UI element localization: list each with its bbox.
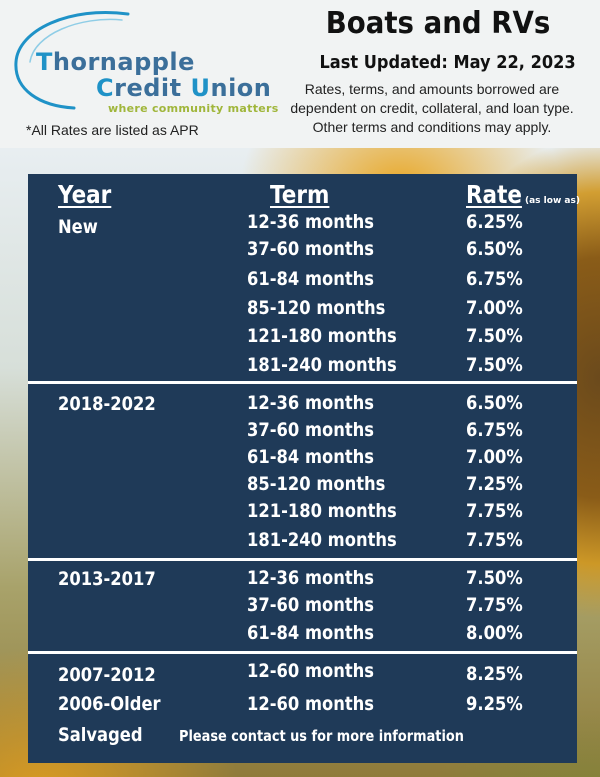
rate-cell: 7.00% [466,297,523,319]
apr-note: *All Rates are listed as APR [26,122,199,138]
rate-cell: 6.50% [466,238,523,260]
term-cell: 12-36 months [247,567,375,589]
rate-cell: 7.25% [466,473,523,495]
term-cell: 37-60 months [247,419,375,441]
year-label: 2013-2017 [58,568,156,590]
rate-cell: 7.75% [466,594,523,616]
column-header-term: Term [270,180,330,209]
group-divider [28,651,577,654]
header: Thornapple Credit Union where community … [0,0,600,148]
salvaged-contact-text: Please contact us for more information [179,727,464,745]
term-cell: 121-180 months [247,500,397,522]
group-divider [28,381,577,384]
rate-cell: 7.75% [466,500,523,522]
term-cell: 12-60 months [247,693,375,715]
year-label: New [58,216,98,238]
rate-cell: 7.50% [466,325,523,347]
column-header-rate: Rate [466,180,522,209]
last-updated: Last Updated: May 22, 2023 [319,52,576,73]
term-cell: 37-60 months [247,238,375,260]
year-label: 2006-Older [58,693,161,715]
term-cell: 181-240 months [247,529,397,551]
rate-cell: 6.50% [466,392,523,414]
group-divider [28,558,577,561]
term-cell: 12-36 months [247,392,375,414]
term-cell: 85-120 months [247,297,386,319]
term-cell: 37-60 months [247,594,375,616]
rate-cell: 6.25% [466,211,523,233]
term-cell: 12-36 months [247,211,375,233]
term-cell: 121-180 months [247,325,397,347]
logo-swoosh-icon [14,10,130,110]
term-cell: 61-84 months [247,268,375,290]
page-title: Boats and RVs [325,6,551,41]
disclaimer: Rates, terms, and amounts borrowed are d… [290,81,574,135]
rate-table: Year Term Rate (as low as) New 12-36 mon… [28,174,580,763]
rate-cell: 7.00% [466,446,523,468]
term-cell: 12-60 months [247,660,375,682]
rate-cell: 7.50% [466,567,523,589]
logo-text-credit-union: Credit Union [96,74,272,102]
rate-cell: 7.75% [466,529,523,551]
rate-cell: 6.75% [466,419,523,441]
logo-text-thornapple: Thornapple [36,48,195,76]
rate-cell: 8.25% [466,663,523,685]
rate-cell: 9.25% [466,693,523,715]
term-cell: 61-84 months [247,446,375,468]
term-cell: 61-84 months [247,622,375,644]
year-label: 2018-2022 [58,393,156,415]
rate-cell: 7.50% [466,354,523,376]
year-label-salvaged: Salvaged [58,724,143,746]
year-label: 2007-2012 [58,664,156,686]
logo: Thornapple Credit Union where community … [10,10,278,115]
rate-note: (as low as) [525,196,580,206]
term-cell: 181-240 months [247,354,397,376]
rate-cell: 8.00% [466,622,523,644]
rate-cell: 6.75% [466,268,523,290]
term-cell: 85-120 months [247,473,386,495]
column-header-year: Year [58,180,112,209]
logo-tagline: where community matters [108,102,279,115]
